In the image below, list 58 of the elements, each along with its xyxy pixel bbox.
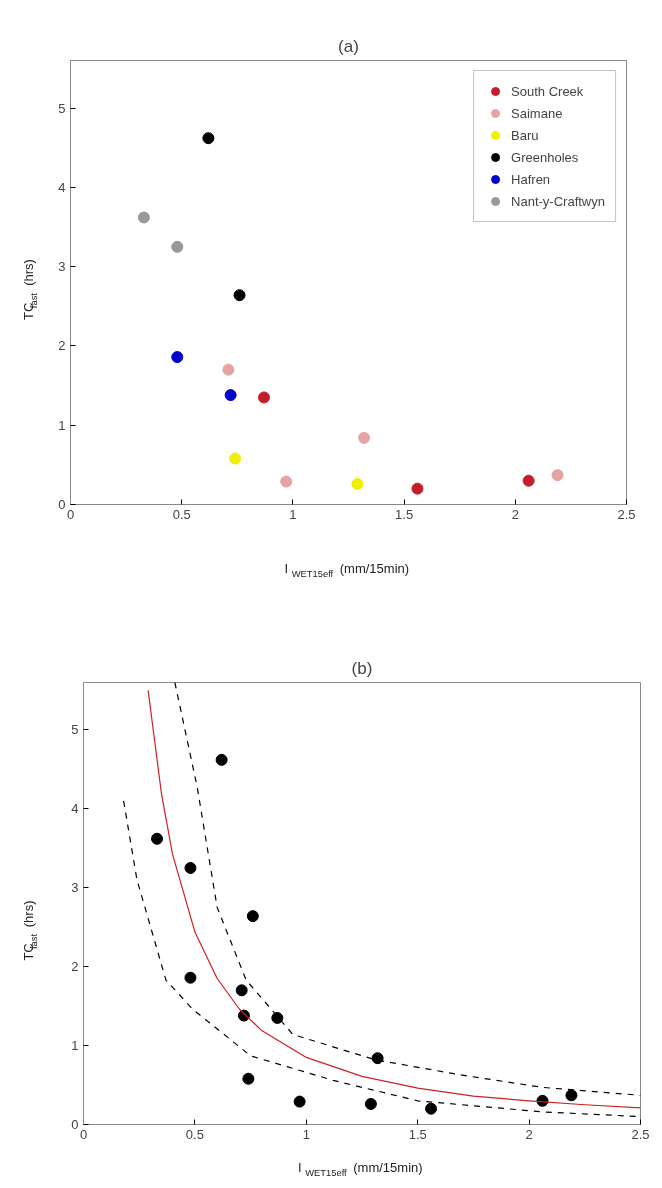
x-tick-label: 0.5 [172,506,191,522]
point [235,984,248,997]
point [257,391,270,404]
point [224,389,237,402]
x-tick-label: 2.5 [631,1126,650,1142]
point [358,431,371,444]
point [411,482,424,495]
point [184,971,197,984]
point [184,861,197,874]
chart-title: (b) [351,658,373,678]
x-tick-label: 0.5 [185,1126,204,1142]
x-tick-label: 1 [302,1126,310,1142]
point [171,351,184,364]
point [280,475,293,488]
point [371,1052,384,1065]
point [229,452,242,465]
y-tick-label: 3 [71,880,79,896]
y-tick-label: 3 [58,259,66,275]
point [151,832,164,845]
legend-label: South Creek [511,83,584,99]
x-tick-label: 1 [289,506,297,522]
point [171,240,184,253]
point [565,1089,578,1102]
point [137,211,150,224]
point [215,753,228,766]
y-tick-label: 4 [58,179,66,195]
point [425,1102,438,1115]
y-tick-label: 4 [71,801,79,817]
point [222,363,235,376]
y-tick-label: 5 [71,722,79,738]
point [351,477,364,490]
point [246,910,259,923]
x-tick-label: 2 [511,506,519,522]
y-tick-label: 5 [58,100,66,116]
x-tick-label: 1.5 [395,506,414,522]
y-tick-label: 1 [58,417,66,433]
legend-label: Greenholes [511,149,579,165]
y-axis-title: TCfast (hrs) [21,900,40,961]
point [271,1011,284,1024]
legend-label: Hafren [511,171,551,187]
y-axis-title: TCfast (hrs) [21,259,40,320]
y-tick-label: 2 [71,959,79,975]
x-tick-label: 2 [525,1126,533,1142]
y-tick-label: 1 [71,1038,79,1054]
x-tick-label: 1.5 [408,1126,427,1142]
legend-label: Nant-y-Craftwyn [511,193,605,209]
point [364,1097,377,1110]
point [522,474,535,487]
y-tick-label: 2 [58,338,66,354]
point [551,469,564,482]
chart-title: (a) [338,36,359,56]
point [242,1072,255,1085]
point [202,132,215,145]
legend-label: Saimane [511,105,563,121]
legend-label: Baru [511,127,539,143]
point [233,289,246,302]
x-tick-label: 2.5 [617,506,636,522]
point [293,1095,306,1108]
